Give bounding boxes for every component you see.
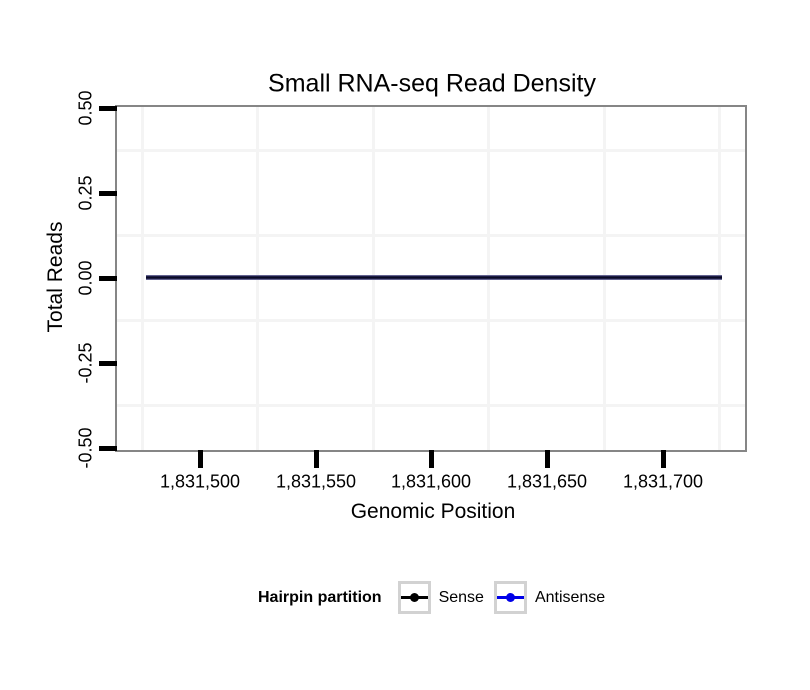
- x-axis-title: Genomic Position: [350, 500, 516, 523]
- antisense-point-glyph: [505, 593, 515, 602]
- x-tick-mark: [314, 450, 319, 468]
- y-tick-mark: [99, 361, 117, 366]
- read-density-line: [146, 275, 722, 280]
- sense-point-glyph: [409, 593, 419, 602]
- x-tick-mark: [661, 450, 666, 468]
- gridline-horizontal: [117, 319, 745, 322]
- y-axis-title: Total Reads: [44, 221, 67, 333]
- y-tick-label: -0.50: [75, 427, 96, 469]
- y-tick-mark: [99, 446, 117, 451]
- legend-label-antisense: Antisense: [534, 588, 606, 606]
- y-tick-mark: [99, 276, 117, 281]
- x-tick-label: 1,831,650: [506, 471, 588, 492]
- gridline-horizontal: [117, 404, 745, 407]
- gridline-vertical: [141, 107, 144, 450]
- antisense-key-icon: [493, 581, 527, 614]
- x-tick-label: 1,831,700: [622, 471, 704, 492]
- y-tick-mark: [99, 106, 117, 111]
- x-tick-mark: [545, 450, 550, 468]
- legend-label-sense: Sense: [438, 588, 484, 606]
- gridline-horizontal: [117, 234, 745, 237]
- y-tick-mark: [99, 191, 117, 196]
- sense-key-icon: [397, 581, 431, 614]
- plot-panel: [115, 105, 747, 452]
- y-tick-label: 0.50: [75, 90, 96, 126]
- x-tick-mark: [429, 450, 434, 468]
- y-tick-label: -0.25: [75, 342, 96, 384]
- x-tick-label: 1,831,500: [159, 471, 241, 492]
- plot-title: Small RNA-seq Read Density: [268, 69, 596, 98]
- x-tick-label: 1,831,550: [275, 471, 357, 492]
- legend-title: Hairpin partition: [258, 588, 382, 606]
- gridline-horizontal: [117, 149, 745, 152]
- y-tick-label: 0.00: [75, 260, 96, 296]
- y-tick-label: 0.25: [75, 175, 96, 211]
- x-tick-mark: [198, 450, 203, 468]
- legend: Hairpin partition Sense Antisense: [258, 581, 605, 614]
- x-tick-label: 1,831,600: [390, 471, 472, 492]
